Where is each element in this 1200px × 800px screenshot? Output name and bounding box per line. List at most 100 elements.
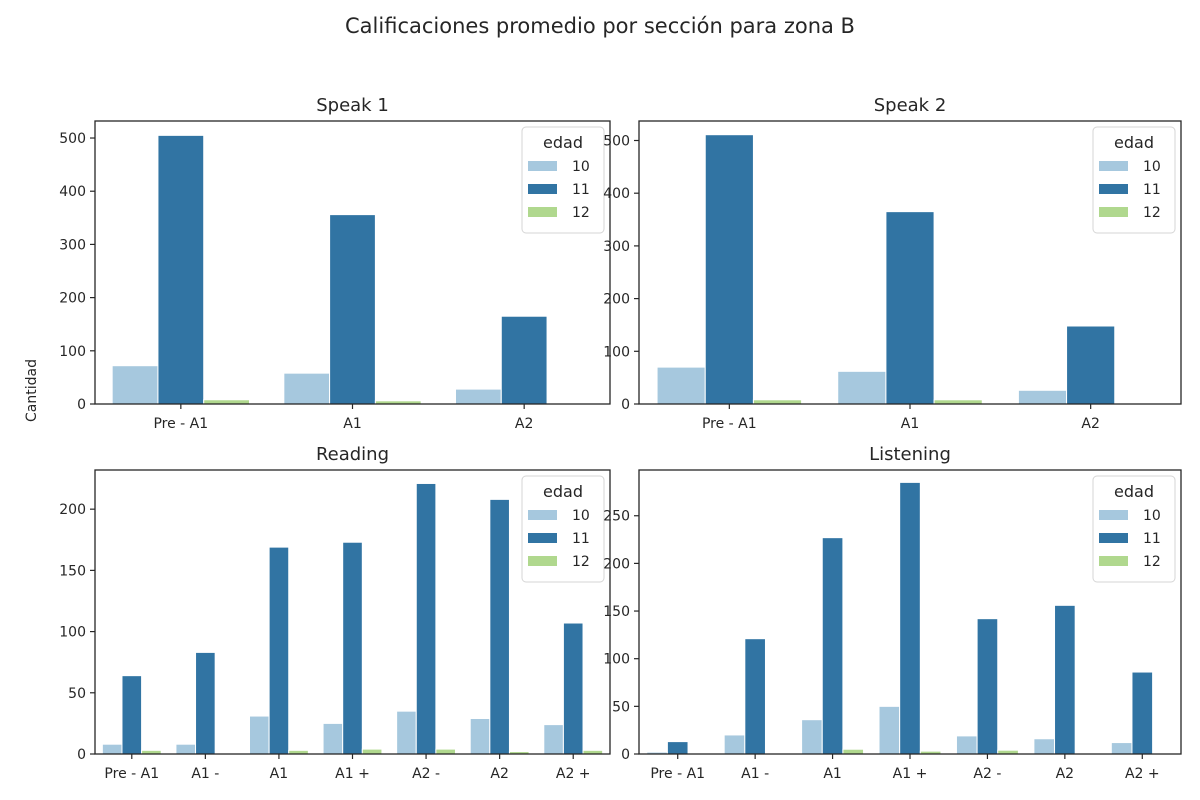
- y-tick-label: 200: [603, 556, 630, 572]
- subplot-1: Speak 1 0 100 200 300 400 500 Pre - A1 A1 A2 edad 1…: [59, 95, 611, 432]
- y-tick-label: 100: [59, 625, 86, 641]
- subplot-3: Reading 0 50 100 150 200 Pre - A1 A1 - A1 A1 + A2 …: [59, 444, 611, 782]
- bar: [821, 537, 844, 755]
- y-tick-label: 0: [621, 747, 630, 763]
- x-tick-label: A1: [901, 416, 919, 432]
- bar: [322, 722, 344, 755]
- legend: edad 10 11 12: [1092, 126, 1176, 234]
- bar: [1017, 389, 1068, 405]
- bar: [543, 724, 564, 755]
- legend-box: [1092, 126, 1176, 234]
- subplot-title: Reading: [316, 444, 389, 465]
- x-tick-label: A1 +: [893, 766, 928, 782]
- bar: [469, 718, 491, 755]
- bar: [435, 748, 456, 755]
- legend: edad 10 11 12: [521, 126, 605, 234]
- subplot-title: Speak 1: [316, 95, 389, 116]
- x-tick-label: Pre - A1: [702, 416, 757, 432]
- x-tick-label: A1: [823, 766, 841, 782]
- bar: [562, 622, 584, 755]
- legend-title: edad: [1114, 133, 1154, 152]
- legend-title: edad: [1114, 482, 1154, 501]
- x-tick-label: A2: [515, 416, 533, 432]
- bar: [175, 743, 197, 755]
- bar: [361, 748, 383, 755]
- bar: [489, 498, 510, 755]
- legend-swatch: [1099, 510, 1128, 520]
- legend-label: 10: [572, 508, 590, 524]
- legend-swatch: [528, 533, 557, 543]
- legend-label: 12: [572, 554, 590, 570]
- bar: [899, 481, 921, 755]
- legend-swatch: [1099, 184, 1128, 194]
- legend-label: 11: [1143, 182, 1161, 198]
- legend-label: 10: [1143, 508, 1161, 524]
- legend-swatch: [1099, 161, 1128, 171]
- legend-box: [1092, 475, 1176, 583]
- bar: [1110, 742, 1133, 755]
- x-tick-label: A2: [490, 766, 508, 782]
- legend-title: edad: [543, 482, 583, 501]
- bar: [415, 482, 437, 755]
- legend-label: 12: [1143, 205, 1161, 221]
- legend-swatch: [1099, 556, 1128, 566]
- bar: [801, 719, 823, 755]
- y-tick-label: 400: [59, 184, 86, 200]
- legend-swatch: [528, 184, 557, 194]
- legend-box: [521, 126, 605, 234]
- bar: [157, 134, 205, 405]
- y-tick-label: 400: [603, 186, 630, 202]
- legend-label: 12: [572, 205, 590, 221]
- y-tick-label: 500: [59, 131, 86, 147]
- bar: [455, 388, 502, 405]
- y-tick-label: 100: [603, 344, 630, 360]
- y-tick-label: 100: [59, 344, 86, 360]
- y-tick-label: 500: [603, 133, 630, 149]
- x-tick-label: Pre - A1: [104, 766, 159, 782]
- legend-swatch: [528, 556, 557, 566]
- y-tick-label: 200: [59, 502, 86, 518]
- bar: [329, 214, 376, 405]
- bar: [955, 735, 978, 755]
- y-tick-label: 150: [59, 563, 86, 579]
- bar: [1066, 325, 1116, 405]
- bar: [842, 748, 865, 755]
- legend-label: 11: [1143, 531, 1161, 547]
- x-tick-label: A1 -: [741, 766, 769, 782]
- x-tick-label: Pre - A1: [153, 416, 208, 432]
- legend-swatch: [528, 161, 557, 171]
- y-tick-label: 300: [59, 237, 86, 253]
- legend-title: edad: [543, 133, 583, 152]
- x-tick-label: A2 -: [973, 766, 1001, 782]
- x-tick-label: A2: [1056, 766, 1074, 782]
- x-tick-label: A1: [270, 766, 288, 782]
- bar: [666, 741, 689, 755]
- x-tick-label: A1 +: [335, 766, 370, 782]
- bar: [283, 372, 331, 405]
- legend-label: 10: [572, 159, 590, 175]
- y-tick-label: 200: [603, 292, 630, 308]
- bar: [1131, 671, 1154, 755]
- y-tick-label: 100: [603, 652, 630, 668]
- figure-title: Calificaciones promedio por sección para…: [345, 14, 855, 38]
- y-tick-label: 50: [68, 686, 86, 702]
- subplot-title: Speak 2: [874, 95, 947, 116]
- bar: [396, 710, 417, 755]
- bar: [1054, 604, 1076, 755]
- x-tick-label: A2: [1081, 416, 1099, 432]
- bar: [342, 541, 363, 755]
- bar: [744, 638, 766, 755]
- legend-label: 12: [1143, 554, 1161, 570]
- bar: [268, 546, 290, 755]
- legend-label: 11: [572, 182, 590, 198]
- bar: [723, 734, 746, 755]
- bar: [111, 365, 159, 405]
- x-tick-label: A2 -: [412, 766, 440, 782]
- legend-label: 11: [572, 531, 590, 547]
- legend-swatch: [1099, 533, 1128, 543]
- legend-swatch: [1099, 207, 1128, 217]
- legend-label: 10: [1143, 159, 1161, 175]
- subplot-2: Speak 2 0 100 200 300 400 500 Pre - A1 A1 A2 edad 1…: [603, 95, 1182, 432]
- y-tick-label: 300: [603, 239, 630, 255]
